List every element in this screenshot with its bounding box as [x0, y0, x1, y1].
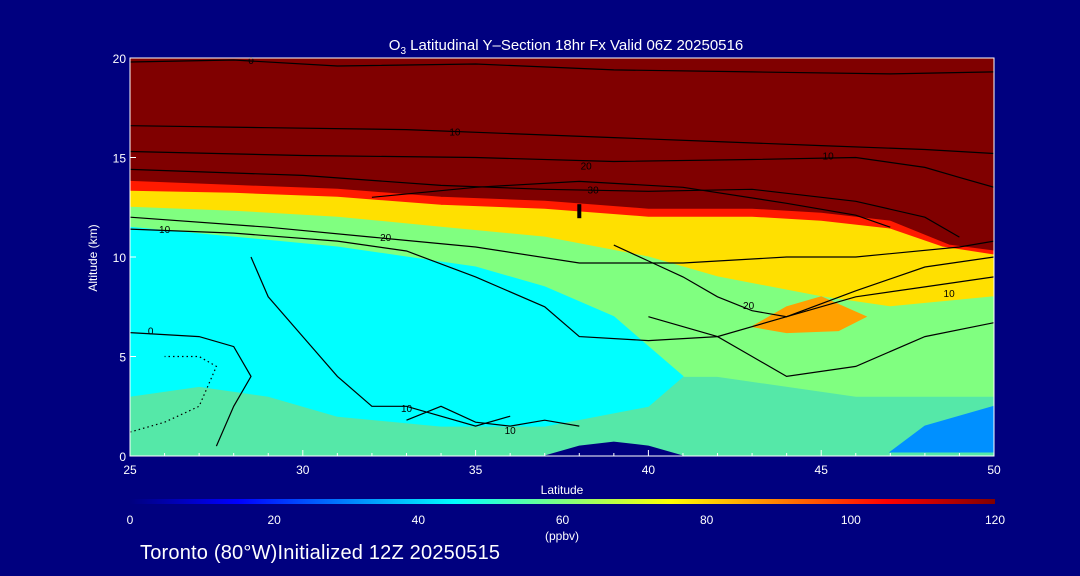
- colorbar-tick-label-0: 0: [127, 513, 134, 527]
- location-marker: [577, 204, 582, 219]
- field-region-blue-low: [888, 405, 994, 453]
- footer-run-info: Toronto (80°W)Initialized 12Z 20250515: [140, 542, 500, 565]
- colorbar-tick-label-60: 60: [556, 513, 570, 527]
- contour-line-10-1: [130, 125, 994, 155]
- y-tick-label-5: 5: [119, 351, 126, 365]
- contour-line-0-0: [130, 59, 994, 75]
- colorbar-ticks: 0 20 40 60 80 100 120: [127, 513, 1006, 527]
- contour-lines: [130, 59, 994, 447]
- footer-initialized: Initialized 12Z 20250515: [277, 542, 501, 564]
- y-tick-label-0: 0: [119, 450, 126, 464]
- x-tick-label-35: 35: [469, 463, 483, 477]
- contour-line-10-10: [250, 256, 511, 427]
- field-region-cyan-core: [130, 226, 684, 427]
- contour-label-20-3: 20: [581, 162, 593, 173]
- colorbar-unit-label: (ppbv): [545, 529, 579, 543]
- colorbar: [130, 499, 995, 504]
- y-tick-label-20: 20: [113, 52, 127, 66]
- contour-label-10-2: 10: [823, 152, 835, 163]
- contour-line-30-4: [371, 180, 891, 228]
- title-species-subscript: 3: [400, 46, 406, 57]
- x-tick-label-25: 25: [123, 463, 137, 477]
- chart-title: O3 Latitudinal Y–Section 18hr Fx Valid 0…: [389, 37, 743, 57]
- colorbar-tick-label-120: 120: [985, 513, 1005, 527]
- contour-line-20-3: [130, 168, 960, 238]
- contour-label-0-0: 0: [248, 56, 254, 67]
- colorbar-tick-label-80: 80: [700, 513, 714, 527]
- y-axis-label: Altitude (km): [86, 224, 100, 291]
- x-tick-label-40: 40: [642, 463, 656, 477]
- contour-label-10-8: 10: [944, 289, 956, 300]
- contour-line-0-9: [130, 332, 252, 447]
- contour-label-10-1: 10: [449, 128, 461, 139]
- y-axis-ticks: 0 5 10 15 20: [113, 52, 136, 464]
- ozone-field: [130, 58, 994, 456]
- contour-label-10-10: 10: [401, 404, 413, 415]
- x-axis-ticks: 25 30 35 40 45 50: [123, 450, 1001, 477]
- x-tick-label-50: 50: [987, 463, 1001, 477]
- x-tick-label-45: 45: [815, 463, 829, 477]
- contour-label-0-9: 0: [148, 327, 154, 338]
- x-tick-label-30: 30: [296, 463, 310, 477]
- contour-line-dotted: [130, 355, 218, 433]
- contour-labels: 0 10 10 20 30 20 10 20 10 0 10 10: [148, 56, 955, 437]
- contour-label-10-6: 10: [159, 225, 171, 236]
- field-region-orange-bulge: [750, 296, 868, 334]
- contour-label-30-4: 30: [588, 185, 600, 196]
- colorbar-tick-label-100: 100: [841, 513, 861, 527]
- title-species: O: [389, 37, 401, 54]
- contour-label-20-5: 20: [380, 233, 392, 244]
- contour-label-10-11: 10: [505, 426, 517, 437]
- x-axis-label: Latitude: [541, 483, 584, 497]
- y-tick-label-15: 15: [113, 152, 127, 166]
- colorbar-tick-label-40: 40: [412, 513, 426, 527]
- y-tick-label-10: 10: [113, 251, 127, 265]
- contour-line-10-8: [648, 316, 994, 378]
- contour-line-10-11: [406, 405, 580, 427]
- contour-label-20-7: 20: [743, 301, 755, 312]
- contour-line-20-7: [613, 244, 994, 318]
- contour-line-10-2: [130, 150, 994, 188]
- contour-line-10-6: [130, 228, 994, 342]
- footer-location: Toronto (80°W): [140, 542, 278, 564]
- title-rest: Latitudinal Y–Section 18hr Fx Valid 06Z …: [406, 37, 743, 54]
- colorbar-tick-label-20: 20: [267, 513, 281, 527]
- contour-line-20-5: [130, 216, 994, 264]
